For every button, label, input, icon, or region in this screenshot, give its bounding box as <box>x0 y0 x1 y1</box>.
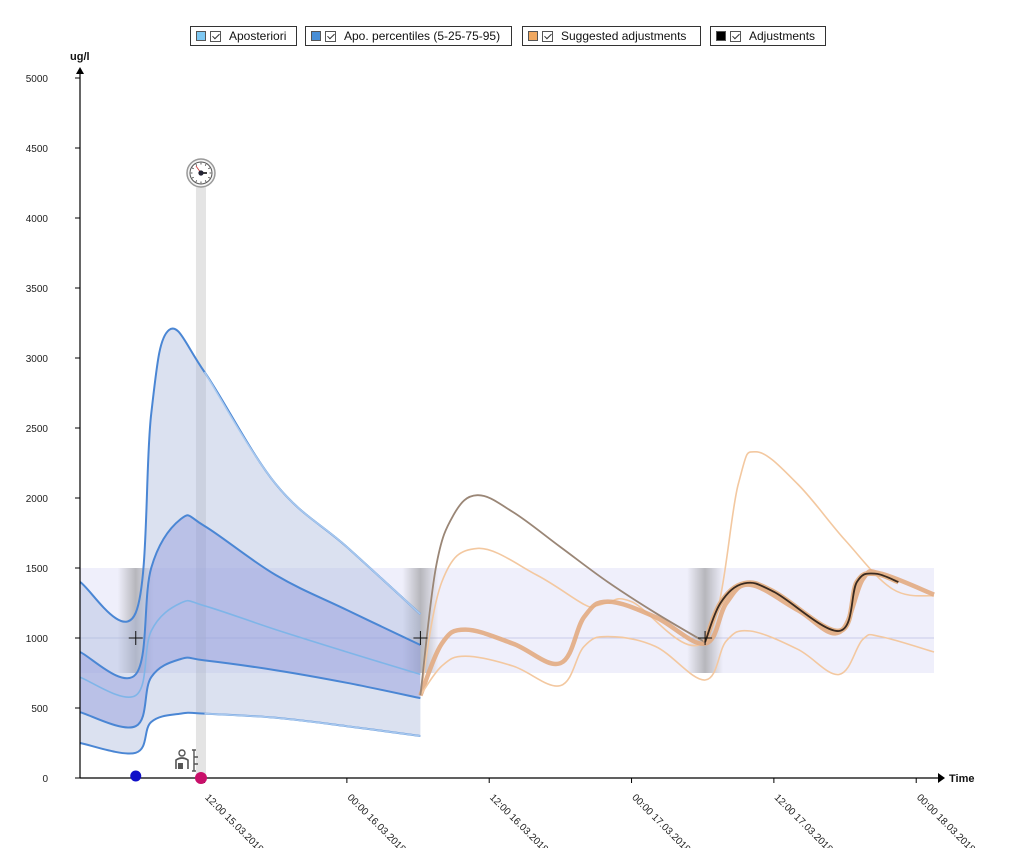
curve-adjustments-2 <box>704 572 899 643</box>
band-p5-p95 <box>80 328 421 754</box>
clock-tick <box>204 180 207 183</box>
percentiles-swatch <box>311 31 321 41</box>
legend: Aposteriori Apo. percentiles (5-25-75-95… <box>0 26 1009 48</box>
adjustments-label: Adjustments <box>749 29 816 43</box>
legend-suggested[interactable]: Suggested adjustments <box>522 26 701 46</box>
suggested-checkbox[interactable] <box>542 30 553 42</box>
clock-tick <box>195 163 198 166</box>
clock-tick <box>195 180 198 183</box>
y-tick-label: 4500 <box>26 144 49 155</box>
curve-adjustments-1 <box>419 494 706 696</box>
clock-tick <box>204 163 207 166</box>
start-marker <box>130 770 142 782</box>
x-tick-label: 00:00 18.03.2018 <box>914 792 977 848</box>
legend-adjustments[interactable]: Adjustments <box>710 26 826 46</box>
y-tick-label: 1500 <box>26 564 49 575</box>
y-tick-label: 0 <box>42 774 48 785</box>
clock-icon <box>186 158 216 188</box>
clock-tick <box>208 167 211 170</box>
curve-p25 <box>79 656 421 729</box>
curve-p5-tail <box>204 712 421 737</box>
y-tick-label: 1000 <box>26 634 49 645</box>
clock-tick <box>208 176 211 179</box>
aposteriori-swatch <box>196 31 206 41</box>
x-axis-label: Time <box>949 773 974 785</box>
y-tick-label: 2500 <box>26 424 49 435</box>
y-axis-arrow <box>76 67 84 74</box>
x-tick-label: 12:00 15.03.2018 <box>202 792 265 848</box>
x-tick-label: 12:00 16.03.2018 <box>487 792 550 848</box>
icon-head <box>178 749 186 757</box>
icon-sample <box>177 763 183 769</box>
measurement-bar <box>195 182 206 778</box>
suggested-swatch <box>528 31 538 41</box>
measurement-marker <box>194 772 207 784</box>
icon-body <box>175 757 189 769</box>
y-tick-label: 500 <box>31 704 48 715</box>
x-tick-label: 00:00 16.03.2018 <box>345 792 408 848</box>
curve-median <box>79 599 421 698</box>
suggested-label: Suggested adjustments <box>561 29 687 43</box>
aposteriori-checkbox[interactable] <box>210 30 221 42</box>
clock-tick <box>191 167 194 170</box>
x-tick-label: 00:00 17.03.2018 <box>629 792 692 848</box>
icon-scale <box>191 749 198 772</box>
aposteriori-label: Aposteriori <box>229 29 287 43</box>
adjustments-checkbox[interactable] <box>730 30 741 42</box>
clock-tick <box>191 176 194 179</box>
y-axis-label: ug/l <box>70 51 90 63</box>
measurement-icon <box>175 749 198 772</box>
y-tick-label: 3000 <box>26 354 49 365</box>
y-tick-label: 2000 <box>26 494 49 505</box>
curve-p95-tail <box>203 371 421 615</box>
percentiles-checkbox[interactable] <box>325 30 336 42</box>
y-tick-label: 4000 <box>26 214 49 225</box>
target-range-band <box>80 568 934 673</box>
percentiles-label: Apo. percentiles (5-25-75-95) <box>344 29 501 43</box>
x-axis-arrow <box>938 773 945 783</box>
adjustments-swatch <box>716 31 726 41</box>
curve-suggested-p25 <box>419 629 935 696</box>
clock-center <box>198 170 204 176</box>
curve-p75 <box>79 514 421 680</box>
legend-aposteriori[interactable]: Aposteriori <box>190 26 297 46</box>
x-tick-label: 12:00 17.03.2018 <box>772 792 835 848</box>
y-tick-label: 5000 <box>26 74 49 85</box>
y-tick-label: 3500 <box>26 284 49 295</box>
legend-percentiles[interactable]: Apo. percentiles (5-25-75-95) <box>305 26 512 46</box>
